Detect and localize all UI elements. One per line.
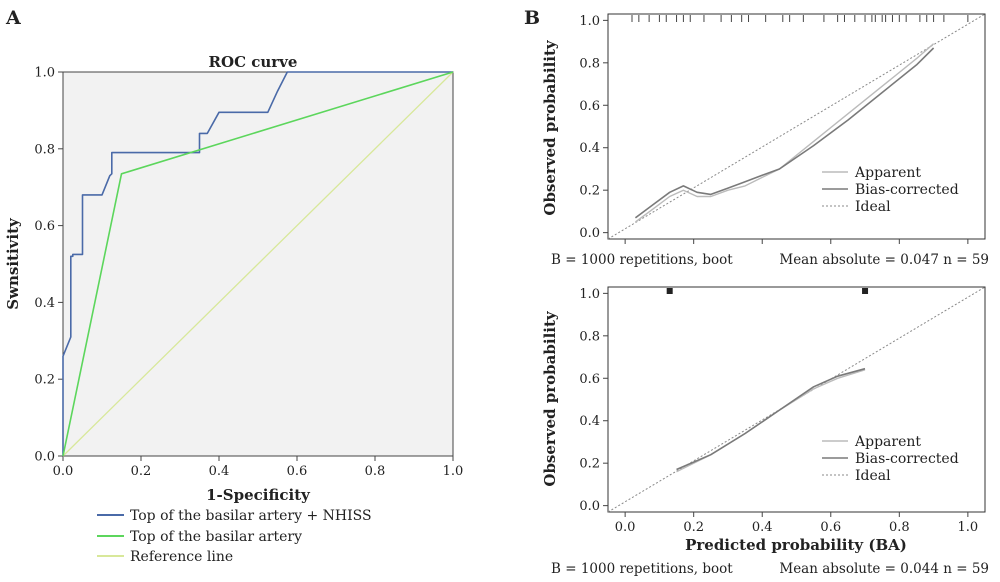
legend-label-nhiss: Top of the basilar artery + NHISS — [130, 508, 372, 524]
cal-top-legend: Apparent Bias-corrected Ideal — [822, 165, 959, 215]
cal-bottom-footer-right: Mean absolute = 0.044 n = 59 — [779, 561, 989, 577]
roc-x-tick-label: 1.0 — [443, 464, 464, 479]
legend-label-basilar: Top of the basilar artery — [130, 529, 302, 545]
rug-mark — [666, 288, 673, 294]
calibration-chart-bottom: 0.0 0.2 0.4 0.6 0.8 1.0 0.0 0.2 0.4 0.6 0.8 1.0 Ob… — [541, 286, 989, 577]
cal-bottom-plot-area — [607, 286, 986, 513]
roc-legend: Top of the basilar artery + NHISS Top of… — [97, 508, 372, 565]
roc-x-tick-label: 0.4 — [209, 464, 230, 479]
roc-y-tick-label: 0.6 — [34, 219, 55, 234]
roc-chart: ROC curve 0.0 0.2 0.4 0.6 0.8 1.0 0.00.20.40.… — [4, 53, 463, 565]
calb-y-tick-label: 0.2 — [579, 457, 600, 472]
calb-line-apparent — [676, 369, 866, 473]
roc-line-top-of-the-basilar-artery-nhiss — [62, 71, 453, 456]
panel-label-a: A — [5, 7, 21, 29]
roc-line-reference-line — [62, 71, 454, 457]
calt-line-apparent — [634, 43, 935, 223]
calb-x-tick-label: 0.2 — [683, 520, 704, 535]
cal-bottom-y-axis-label: Observed probability — [541, 310, 559, 487]
calb-y-tick-label: 0.6 — [579, 372, 600, 387]
rug-mark — [862, 288, 869, 294]
legend-label-reference: Reference line — [130, 549, 233, 565]
roc-y-ticks: 0.0 0.2 0.4 0.6 0.8 1.0 — [34, 66, 63, 465]
calb-line-ideal — [607, 286, 986, 513]
cal-top-legend-apparent: Apparent — [854, 165, 921, 181]
roc-x-tick-label: 0.6 — [287, 464, 308, 479]
cal-top-rug — [631, 15, 969, 22]
calt-y-tick-label: 1.0 — [579, 14, 600, 29]
cal-top-legend-bias: Bias-corrected — [855, 182, 959, 198]
cal-top-footer-left: B = 1000 repetitions, boot — [551, 252, 733, 268]
roc-y-tick-label: 0.8 — [34, 142, 55, 157]
cal-top-y-ticks: 0.0 0.2 0.4 0.6 0.8 1.0 — [579, 14, 608, 241]
roc-line-top-of-the-basilar-artery — [62, 71, 454, 457]
cal-bottom-footer-left: B = 1000 repetitions, boot — [551, 561, 733, 577]
roc-title: ROC curve — [209, 53, 298, 71]
cal-top-footer-right: Mean absolute = 0.047 n = 59 — [779, 252, 989, 268]
cal-top-legend-ideal: Ideal — [855, 199, 891, 215]
roc-series-lines — [62, 71, 454, 457]
roc-y-tick-label: 0.2 — [34, 373, 55, 388]
roc-y-axis-label: Swnsitivity — [4, 217, 22, 310]
roc-x-tick-label: 0.8 — [365, 464, 386, 479]
panel-label-b: B — [524, 7, 540, 29]
calt-y-tick-label: 0.8 — [579, 56, 600, 71]
calb-y-tick-label: 0.4 — [579, 414, 600, 429]
calb-x-tick-label: 0.6 — [820, 520, 841, 535]
cal-bottom-series-lines — [607, 286, 986, 513]
cal-bottom-y-ticks: 0.0 0.2 0.4 0.6 0.8 1.0 — [579, 287, 608, 514]
calb-x-tick-label: 0.0 — [615, 520, 636, 535]
calb-y-tick-label: 1.0 — [579, 287, 600, 302]
calb-line-bias-corrected — [676, 367, 866, 471]
cal-bottom-x-axis-label: Predicted probability (BA) — [685, 536, 907, 554]
cal-bottom-legend-bias: Bias-corrected — [855, 451, 959, 467]
roc-y-tick-label: 0.0 — [34, 450, 55, 465]
cal-bottom-legend: Apparent Bias-corrected Ideal — [822, 434, 959, 484]
calt-line-bias-corrected — [634, 47, 935, 219]
roc-y-tick-label: 1.0 — [34, 66, 55, 81]
calibration-chart-top: 0.00.20.40.60.81.0 Observed probability … — [541, 13, 989, 268]
calb-x-tick-label: 1.0 — [958, 520, 979, 535]
calt-y-tick-label: 0.4 — [579, 141, 600, 156]
calt-line-ideal — [607, 13, 986, 240]
calb-y-tick-label: 0.8 — [579, 329, 600, 344]
calb-y-tick-label: 0.0 — [579, 499, 600, 514]
roc-x-tick-label: 0.0 — [53, 464, 74, 479]
cal-bottom-legend-apparent: Apparent — [854, 434, 921, 450]
roc-x-ticks: 0.0 0.2 0.4 0.6 0.8 1.0 — [53, 456, 464, 479]
calt-y-tick-label: 0.0 — [579, 226, 600, 241]
cal-bottom-rug — [666, 288, 869, 294]
cal-bottom-x-ticks: 0.0 0.2 0.4 0.6 0.8 1.0 — [615, 512, 978, 535]
calb-x-tick-label: 0.4 — [752, 520, 773, 535]
cal-top-series-lines — [607, 13, 986, 240]
cal-top-x-ticks — [624, 239, 969, 244]
calb-x-tick-label: 0.8 — [889, 520, 910, 535]
roc-x-axis-label: 1-Specificity — [206, 486, 311, 504]
calt-y-tick-label: 0.6 — [579, 99, 600, 114]
cal-bottom-legend-ideal: Ideal — [855, 468, 891, 484]
roc-x-tick-label: 0.2 — [131, 464, 152, 479]
calt-y-tick-label: 0.2 — [579, 184, 600, 199]
cal-top-y-axis-label: Observed probability — [541, 39, 559, 216]
roc-y-tick-label: 0.4 — [34, 296, 55, 311]
cal-top-plot-area — [607, 13, 986, 240]
